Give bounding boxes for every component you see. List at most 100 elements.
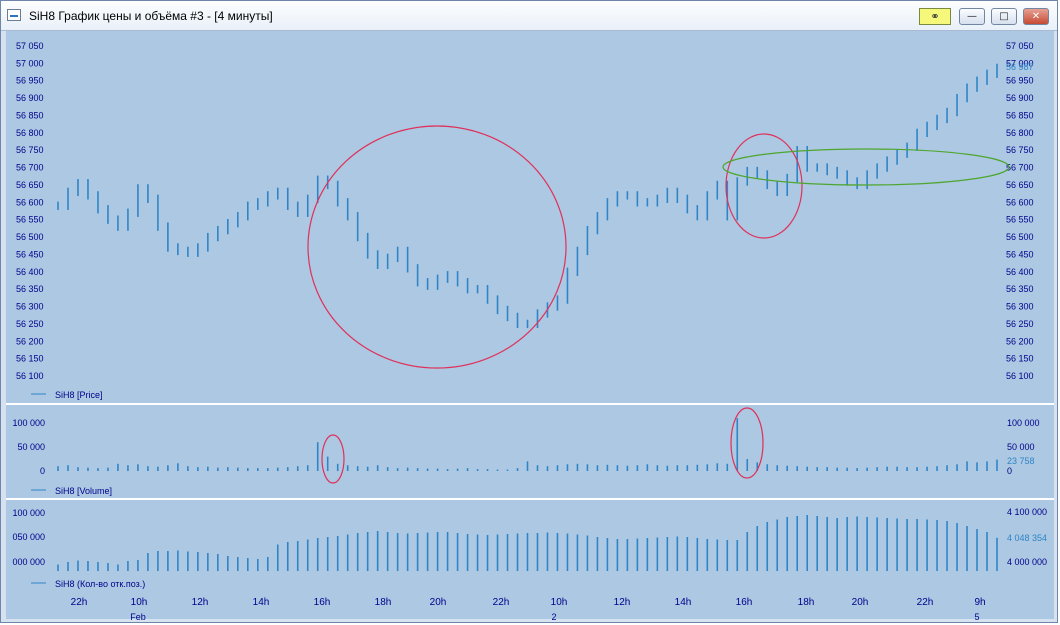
price-tick-label: 57 050 (16, 41, 44, 51)
price-tick-label: 56 850 (16, 110, 44, 120)
link-icon[interactable]: ⚭ (919, 8, 951, 25)
volume-tick-label: 0 (40, 466, 45, 476)
time-tick-label: 18h (798, 597, 815, 608)
oi-tick-label: 000 000 (12, 557, 45, 567)
price-tick-label: 56 150 (16, 354, 44, 364)
price-tick-label: 56 300 (16, 302, 44, 312)
time-tick-label: 10h (131, 597, 148, 608)
price-tick-label: 56 950 (1006, 76, 1034, 86)
oi-tick-label: 4 100 000 (1007, 507, 1047, 517)
price-axis-right: 57 050 57 000 56 950 56 900 56 850 56 800 56 7… (1006, 41, 1034, 381)
time-tick-label: 16h (736, 597, 753, 608)
time-tick-label: 10h (551, 597, 568, 608)
price-tick-label: 56 350 (1006, 284, 1034, 294)
price-tick-label: 56 750 (16, 145, 44, 155)
price-last-value: 56 987 (1006, 62, 1034, 72)
time-tick-label: 20h (852, 597, 869, 608)
annotation-circle (321, 434, 345, 484)
price-tick-label: 56 800 (1006, 128, 1034, 138)
price-tick-label: 56 700 (1006, 163, 1034, 173)
price-tick-label: 56 750 (1006, 145, 1034, 155)
oi-tick-label: 4 000 000 (1007, 557, 1047, 567)
price-tick-label: 57 000 (16, 58, 44, 68)
price-axis-left: 57 050 57 000 56 950 56 900 56 850 56 800 56 7… (16, 41, 44, 381)
date-axis: Feb 2 5 (130, 612, 979, 622)
time-axis: 22h 10h 12h 14h 16h 18h 20h 22h 10h 12h 14h 16h 18h 2… (71, 597, 986, 608)
time-tick-label: 12h (192, 597, 209, 608)
price-legend[interactable]: SiH8 [Price] (55, 390, 103, 400)
volume-axis-left: 100 000 50 000 0 (12, 418, 45, 476)
price-tick-label: 56 700 (16, 163, 44, 173)
close-button[interactable]: ✕ (1023, 8, 1049, 25)
oi-legend[interactable]: SiH8 (Кол-во отк.поз.) (55, 579, 145, 589)
price-tick-label: 56 250 (16, 319, 44, 329)
price-tick-label: 56 300 (1006, 302, 1034, 312)
annotation-circle (725, 133, 803, 239)
volume-axis-right: 100 000 50 000 0 (1007, 418, 1040, 476)
volume-series (57, 418, 998, 471)
price-tick-label: 56 400 (16, 267, 44, 277)
price-tick-label: 56 250 (1006, 319, 1034, 329)
date-tick-label: 2 (551, 612, 556, 622)
title-bar[interactable]: SiH8 График цены и объёма #3 - [4 минуты… (1, 1, 1057, 31)
price-tick-label: 56 550 (16, 215, 44, 225)
chart-background (6, 31, 1054, 619)
price-tick-label: 57 050 (1006, 41, 1034, 51)
date-tick-label: Feb (130, 612, 146, 622)
price-tick-label: 56 600 (1006, 197, 1034, 207)
time-tick-label: 18h (375, 597, 392, 608)
time-tick-label: 22h (71, 597, 88, 608)
time-tick-label: 9h (974, 597, 985, 608)
maximize-button[interactable]: □ (991, 8, 1017, 25)
oi-axis-left: 100 000 050 000 000 000 (12, 508, 45, 567)
price-tick-label: 56 900 (1006, 93, 1034, 103)
volume-last-value: 23 758 (1007, 456, 1035, 466)
volume-tick-label: 100 000 (1007, 418, 1040, 428)
volume-tick-label: 0 (1007, 466, 1012, 476)
oi-tick-label: 100 000 (12, 508, 45, 518)
price-tick-label: 56 450 (16, 249, 44, 259)
price-tick-label: 56 200 (1006, 336, 1034, 346)
price-tick-label: 56 850 (1006, 110, 1034, 120)
price-tick-label: 56 650 (1006, 180, 1034, 190)
price-tick-label: 56 100 (1006, 371, 1034, 381)
price-tick-label: 56 150 (1006, 354, 1034, 364)
annotation-ellipse (722, 148, 1010, 186)
price-tick-label: 56 350 (16, 284, 44, 294)
oi-axis-right: 4 100 000 4 000 000 (1007, 507, 1047, 567)
volume-legend[interactable]: SiH8 [Volume] (55, 486, 112, 496)
time-tick-label: 14h (675, 597, 692, 608)
price-tick-label: 56 950 (16, 76, 44, 86)
time-tick-label: 12h (614, 597, 631, 608)
price-tick-label: 56 900 (16, 93, 44, 103)
oi-last-value: 4 048 354 (1007, 533, 1047, 543)
price-tick-label: 56 200 (16, 336, 44, 346)
time-tick-label: 20h (430, 597, 447, 608)
price-tick-label: 56 800 (16, 128, 44, 138)
price-tick-label: 56 500 (1006, 232, 1034, 242)
price-tick-label: 56 650 (16, 180, 44, 190)
window-title: SiH8 График цены и объёма #3 - [4 минуты… (29, 9, 273, 23)
price-series (57, 63, 998, 329)
open-interest-series (57, 515, 998, 571)
chart-window-icon (7, 9, 21, 21)
date-tick-label: 5 (974, 612, 979, 622)
annotation-circle (307, 125, 567, 369)
time-tick-label: 16h (314, 597, 331, 608)
price-tick-label: 56 100 (16, 371, 44, 381)
minimize-button[interactable]: — (959, 8, 985, 25)
time-tick-label: 14h (253, 597, 270, 608)
oi-tick-label: 050 000 (12, 532, 45, 542)
volume-tick-label: 50 000 (1007, 442, 1035, 452)
price-tick-label: 57 000 (1006, 58, 1034, 68)
volume-tick-label: 100 000 (12, 418, 45, 428)
annotation-circle (730, 407, 764, 479)
price-tick-label: 56 550 (1006, 215, 1034, 225)
price-tick-label: 56 500 (16, 232, 44, 242)
time-tick-label: 22h (493, 597, 510, 608)
time-tick-label: 22h (917, 597, 934, 608)
price-tick-label: 56 450 (1006, 249, 1034, 259)
volume-tick-label: 50 000 (17, 442, 45, 452)
